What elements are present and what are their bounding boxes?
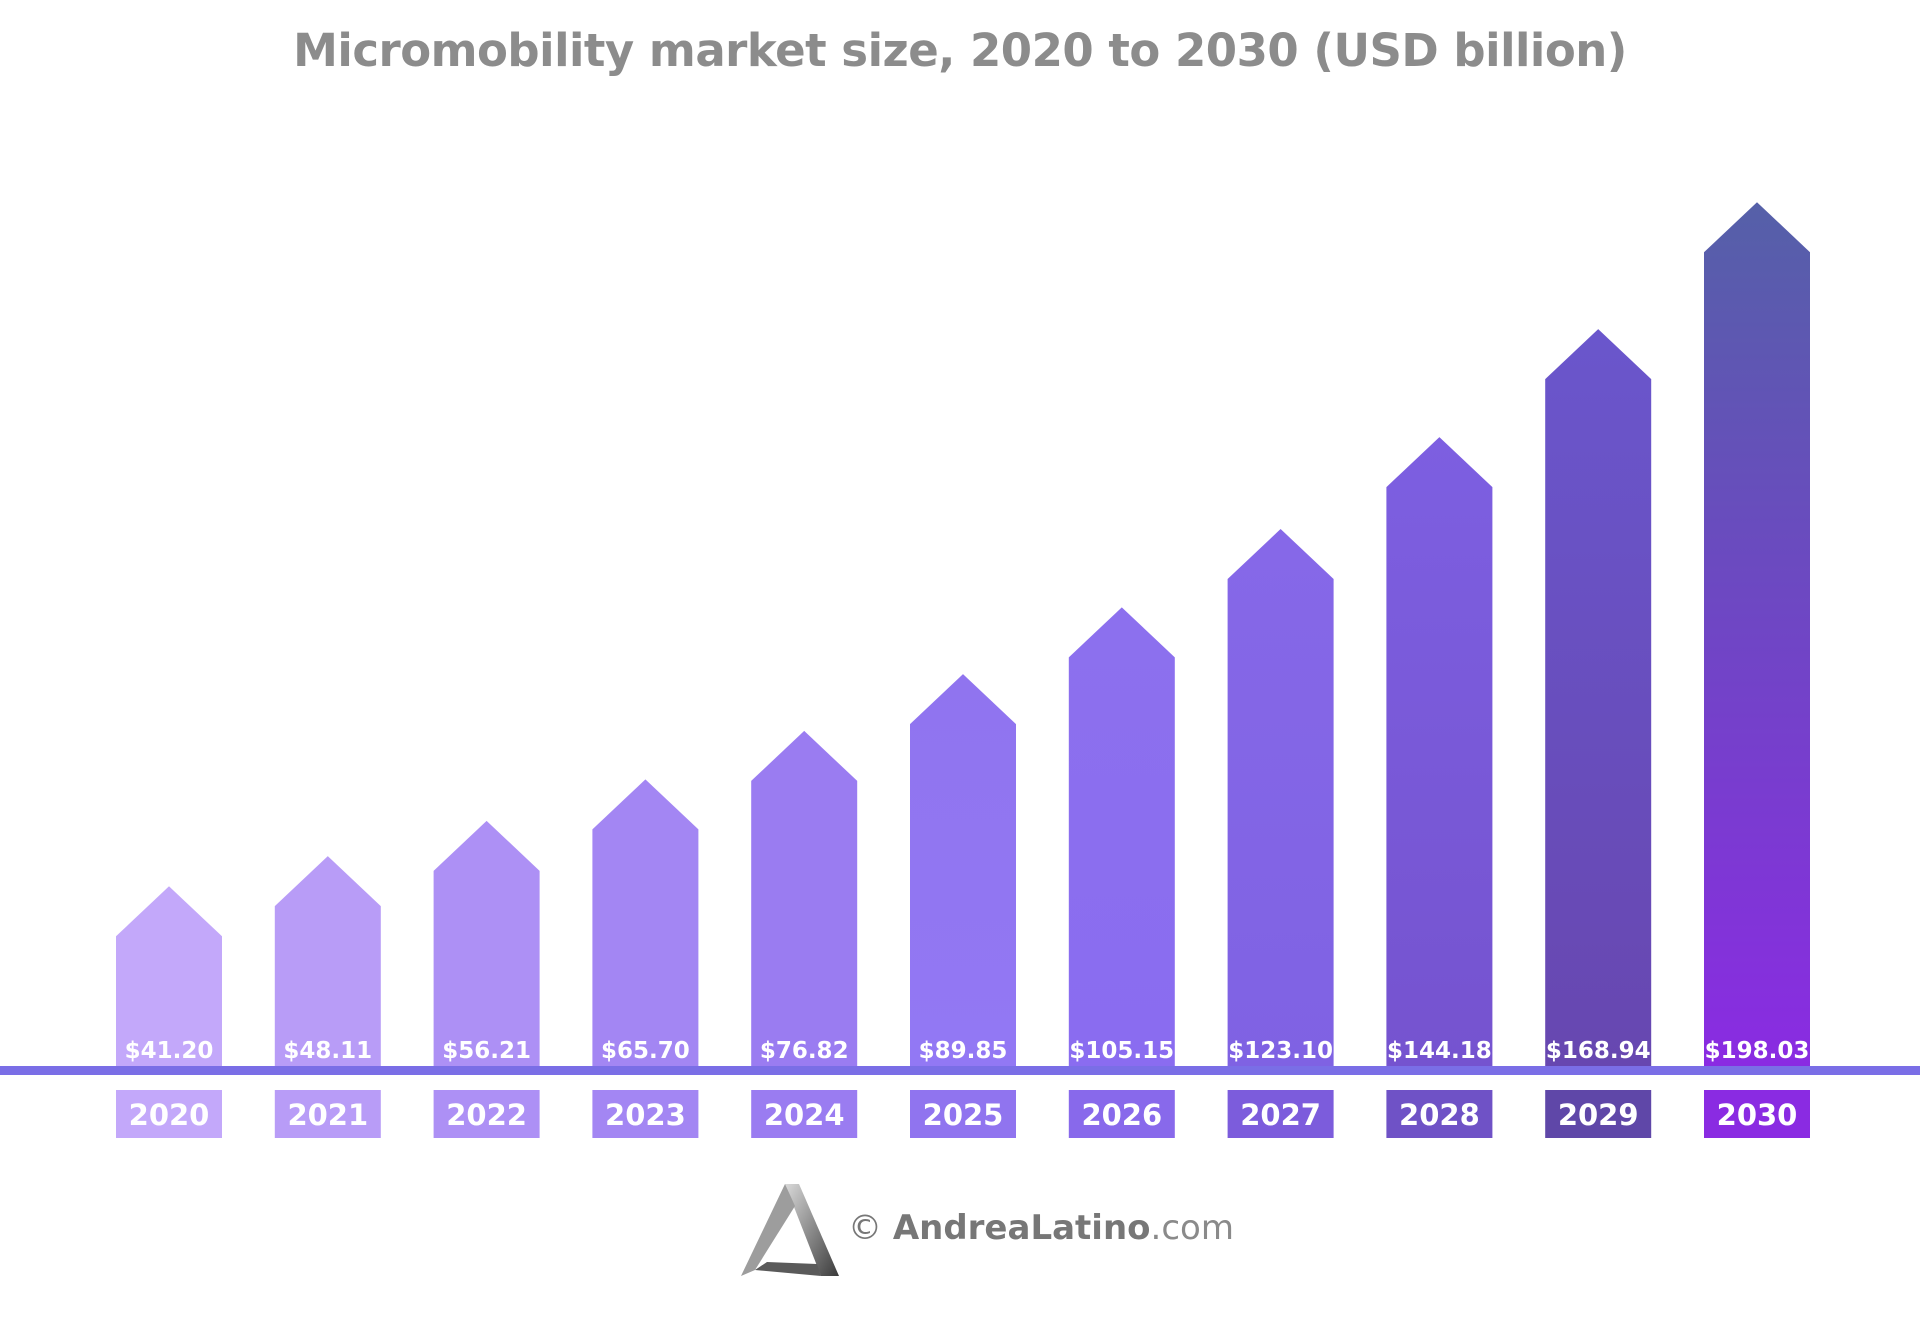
bar-2024 xyxy=(751,730,858,1066)
bar-2030 xyxy=(1704,202,1810,1066)
year-box-2023 xyxy=(592,1090,699,1138)
year-label-2022: 2022 xyxy=(446,1098,527,1132)
copyright-symbol: © xyxy=(848,1208,882,1248)
year-label-2025: 2025 xyxy=(923,1098,1004,1132)
andrealatino-logo-icon xyxy=(741,1184,839,1276)
year-label-2030: 2030 xyxy=(1717,1098,1798,1132)
year-box-2030 xyxy=(1704,1090,1810,1138)
year-label-2027: 2027 xyxy=(1240,1098,1321,1132)
year-box-2024 xyxy=(751,1090,858,1138)
bar-2023 xyxy=(592,779,699,1066)
value-label-2025: $89.85 xyxy=(919,1038,1008,1064)
value-label-2024: $76.82 xyxy=(760,1038,849,1064)
bar-2028 xyxy=(1386,437,1493,1066)
bar-2029 xyxy=(1545,329,1652,1066)
bar-2025 xyxy=(910,674,1016,1066)
value-label-2020: $41.20 xyxy=(125,1038,214,1064)
year-box-2027 xyxy=(1227,1090,1334,1138)
bar-2022 xyxy=(433,820,540,1066)
chart-title: Micromobility market size, 2020 to 2030 … xyxy=(293,24,1627,77)
year-label-2020: 2020 xyxy=(129,1098,210,1132)
year-box-2029 xyxy=(1545,1090,1652,1138)
bars-layer: $41.20 $48.11 $56.21 $65.70 $76.82 $89.85 $105… xyxy=(116,202,1810,1066)
bar-2021 xyxy=(274,856,381,1066)
value-label-2023: $65.70 xyxy=(601,1038,690,1064)
year-label-2029: 2029 xyxy=(1558,1098,1639,1132)
year-label-2023: 2023 xyxy=(605,1098,686,1132)
value-label-2021: $48.11 xyxy=(283,1038,372,1064)
year-label-2024: 2024 xyxy=(764,1098,845,1132)
baseline-axis xyxy=(0,1066,1920,1075)
year-box-2026 xyxy=(1068,1090,1175,1138)
year-box-2028 xyxy=(1386,1090,1493,1138)
value-label-2028: $144.18 xyxy=(1387,1038,1492,1064)
bar-2027 xyxy=(1227,529,1334,1066)
value-label-2029: $168.94 xyxy=(1546,1038,1651,1064)
year-label-2021: 2021 xyxy=(287,1098,368,1132)
year-label-2028: 2028 xyxy=(1399,1098,1480,1132)
year-box-2022 xyxy=(433,1090,540,1138)
value-label-2030: $198.03 xyxy=(1705,1038,1810,1064)
year-box-2020 xyxy=(116,1090,222,1138)
brand-tld: .com xyxy=(1150,1208,1234,1248)
copyright-credit: © AndreaLatino.com xyxy=(848,1208,1234,1248)
value-label-2027: $123.10 xyxy=(1228,1038,1333,1064)
year-label-2026: 2026 xyxy=(1081,1098,1162,1132)
year-box-2021 xyxy=(274,1090,381,1138)
brand-name: AndreaLatino xyxy=(892,1208,1151,1248)
bar-2020 xyxy=(116,886,222,1066)
value-label-2026: $105.15 xyxy=(1069,1038,1174,1064)
value-label-2022: $56.21 xyxy=(442,1038,531,1064)
year-box-2025 xyxy=(910,1090,1016,1138)
bar-2026 xyxy=(1068,607,1175,1066)
year-labels-layer: 2020 2021 2022 2023 2024 2025 2026 2027 2028 2029… xyxy=(116,1090,1810,1138)
